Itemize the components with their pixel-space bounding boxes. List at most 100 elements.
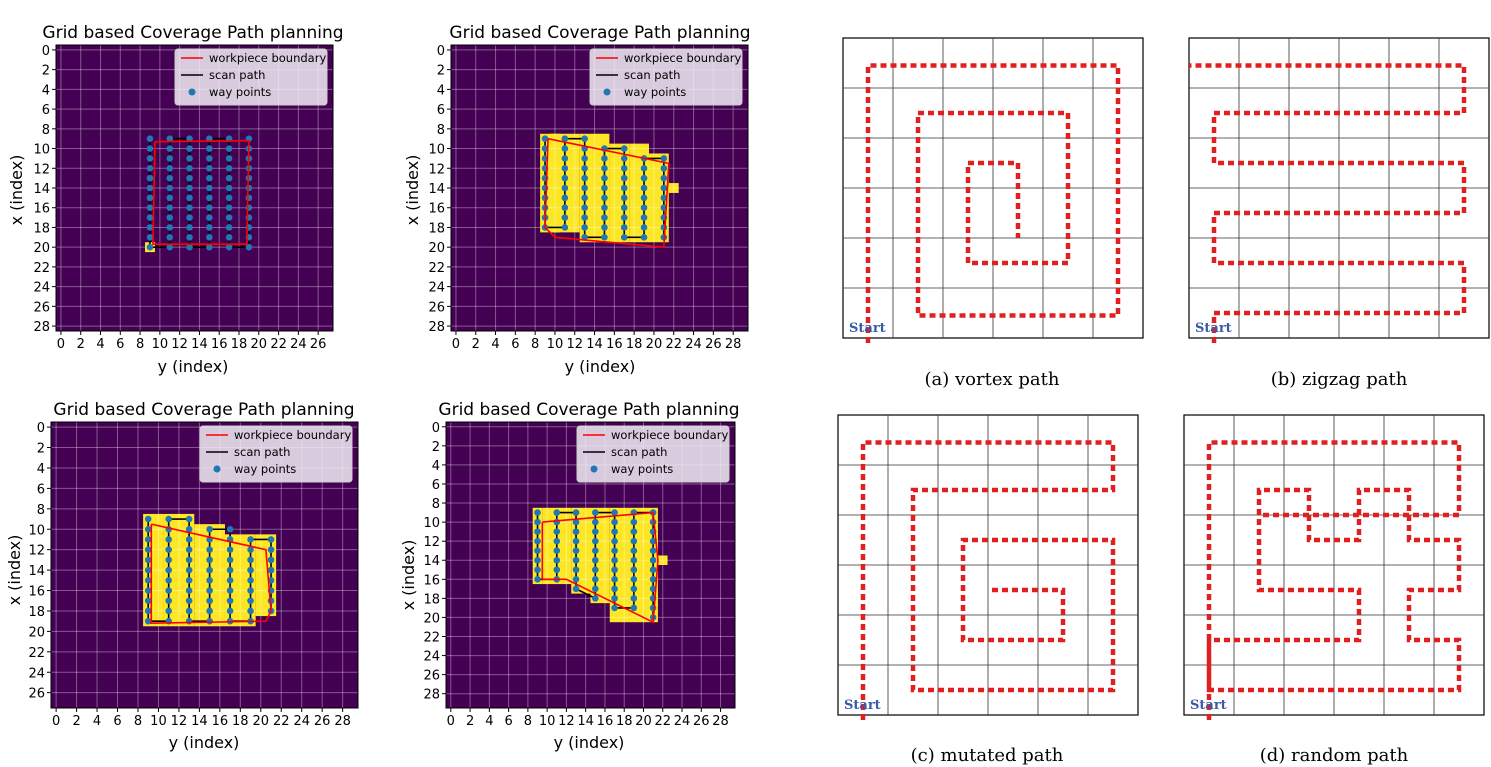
waypoint (225, 164, 233, 172)
waypoint (226, 556, 234, 564)
waypoint (186, 224, 193, 231)
waypoint (630, 585, 638, 593)
waypoint (144, 536, 152, 543)
waypoint (206, 164, 213, 172)
y-tick-label: 4 (432, 459, 440, 474)
waypoint (146, 214, 154, 221)
x-tick-label: 6 (116, 337, 124, 352)
y-tick-label: 20 (428, 241, 445, 256)
y-tick-label: 12 (28, 544, 45, 559)
waypoint (561, 184, 569, 192)
x-tick-label: 24 (685, 337, 702, 352)
waypoint (611, 576, 618, 583)
waypoint (144, 546, 152, 553)
waypoint (601, 184, 608, 192)
y-tick-label: 10 (28, 523, 45, 538)
waypoint (186, 194, 193, 202)
waypoint (206, 556, 213, 564)
waypoint (144, 525, 152, 533)
waypoint (185, 536, 193, 543)
waypoint (534, 556, 541, 564)
y-tick-label: 24 (423, 650, 440, 665)
waypoint (206, 617, 213, 625)
plot-title: Grid based Coverage Path planning (438, 400, 739, 420)
waypoint (245, 184, 253, 192)
waypoint (245, 204, 253, 212)
y-tick-label: 28 (428, 320, 445, 335)
waypoint (553, 547, 561, 554)
waypoint (534, 576, 541, 583)
y-tick-label: 8 (437, 123, 445, 138)
waypoint (660, 155, 668, 162)
waypoint (146, 145, 154, 152)
waypoint (611, 585, 618, 593)
waypoint (206, 184, 213, 192)
x-tick-label: 12 (171, 337, 188, 352)
waypoint (247, 536, 254, 543)
waypoint (166, 184, 174, 192)
waypoint (620, 155, 628, 162)
coverage-plot-2: Grid based Coverage Path planning y (ind… (403, 23, 751, 376)
y-tick-label: 8 (432, 497, 440, 512)
waypoint (649, 604, 657, 612)
waypoint (640, 204, 648, 212)
waypoint (146, 164, 154, 172)
y-tick-label: 18 (423, 592, 440, 607)
y-tick-label: 0 (42, 44, 50, 59)
y-axis-label: x (index) (399, 540, 418, 611)
legend-label: workpiece boundary (234, 428, 351, 442)
waypoint (640, 174, 648, 182)
x-tick-label: 26 (705, 337, 722, 352)
waypoint (601, 164, 608, 172)
x-tick-label: 14 (577, 714, 594, 729)
waypoint (186, 204, 193, 212)
waypoint (649, 566, 657, 574)
waypoint (225, 234, 233, 241)
waypoint (185, 525, 193, 533)
waypoint (592, 528, 599, 535)
x-tick-label: 2 (72, 714, 80, 729)
x-tick-label: 0 (447, 714, 455, 729)
plot-frame (50, 421, 359, 709)
waypoint (144, 566, 152, 574)
waypoint (186, 234, 193, 241)
waypoint (611, 528, 618, 535)
waypoint (166, 145, 174, 152)
x-tick-label: 20 (635, 714, 652, 729)
waypoint (226, 546, 234, 553)
waypoint (630, 595, 638, 602)
waypoint (553, 566, 561, 574)
x-tick-label: 18 (626, 337, 643, 352)
y-tick-label: 28 (33, 320, 50, 335)
waypoint (581, 164, 588, 172)
plot-title: Grid based Coverage Path planning (42, 23, 343, 43)
waypoint (186, 155, 193, 162)
x-tick-label: 16 (597, 714, 614, 729)
y-tick-label: 6 (437, 103, 445, 118)
waypoint (561, 224, 569, 231)
y-tick-label: 4 (437, 83, 445, 98)
waypoint (165, 536, 172, 543)
legend-box (576, 425, 730, 483)
waypoint (206, 194, 213, 202)
y-tick-label: 12 (428, 162, 445, 177)
waypoint (186, 184, 193, 192)
legend-waypoint-swatch (590, 465, 598, 473)
waypoint (267, 556, 275, 564)
waypoint (226, 587, 234, 594)
waypoint (146, 224, 154, 231)
x-tick-label: 18 (616, 714, 633, 729)
waypoint (206, 587, 213, 594)
waypoint (660, 164, 668, 172)
waypoint (611, 518, 618, 526)
legend-label: scan path (611, 445, 667, 459)
waypoint (592, 576, 599, 583)
waypoint (206, 243, 213, 251)
waypoint (581, 234, 588, 241)
y-tick-label: 18 (33, 221, 50, 236)
y-tick-label: 14 (33, 182, 50, 197)
waypoint (572, 576, 580, 583)
x-tick-label: 22 (270, 337, 287, 352)
waypoint (206, 566, 213, 574)
y-tick-label: 12 (33, 162, 50, 177)
